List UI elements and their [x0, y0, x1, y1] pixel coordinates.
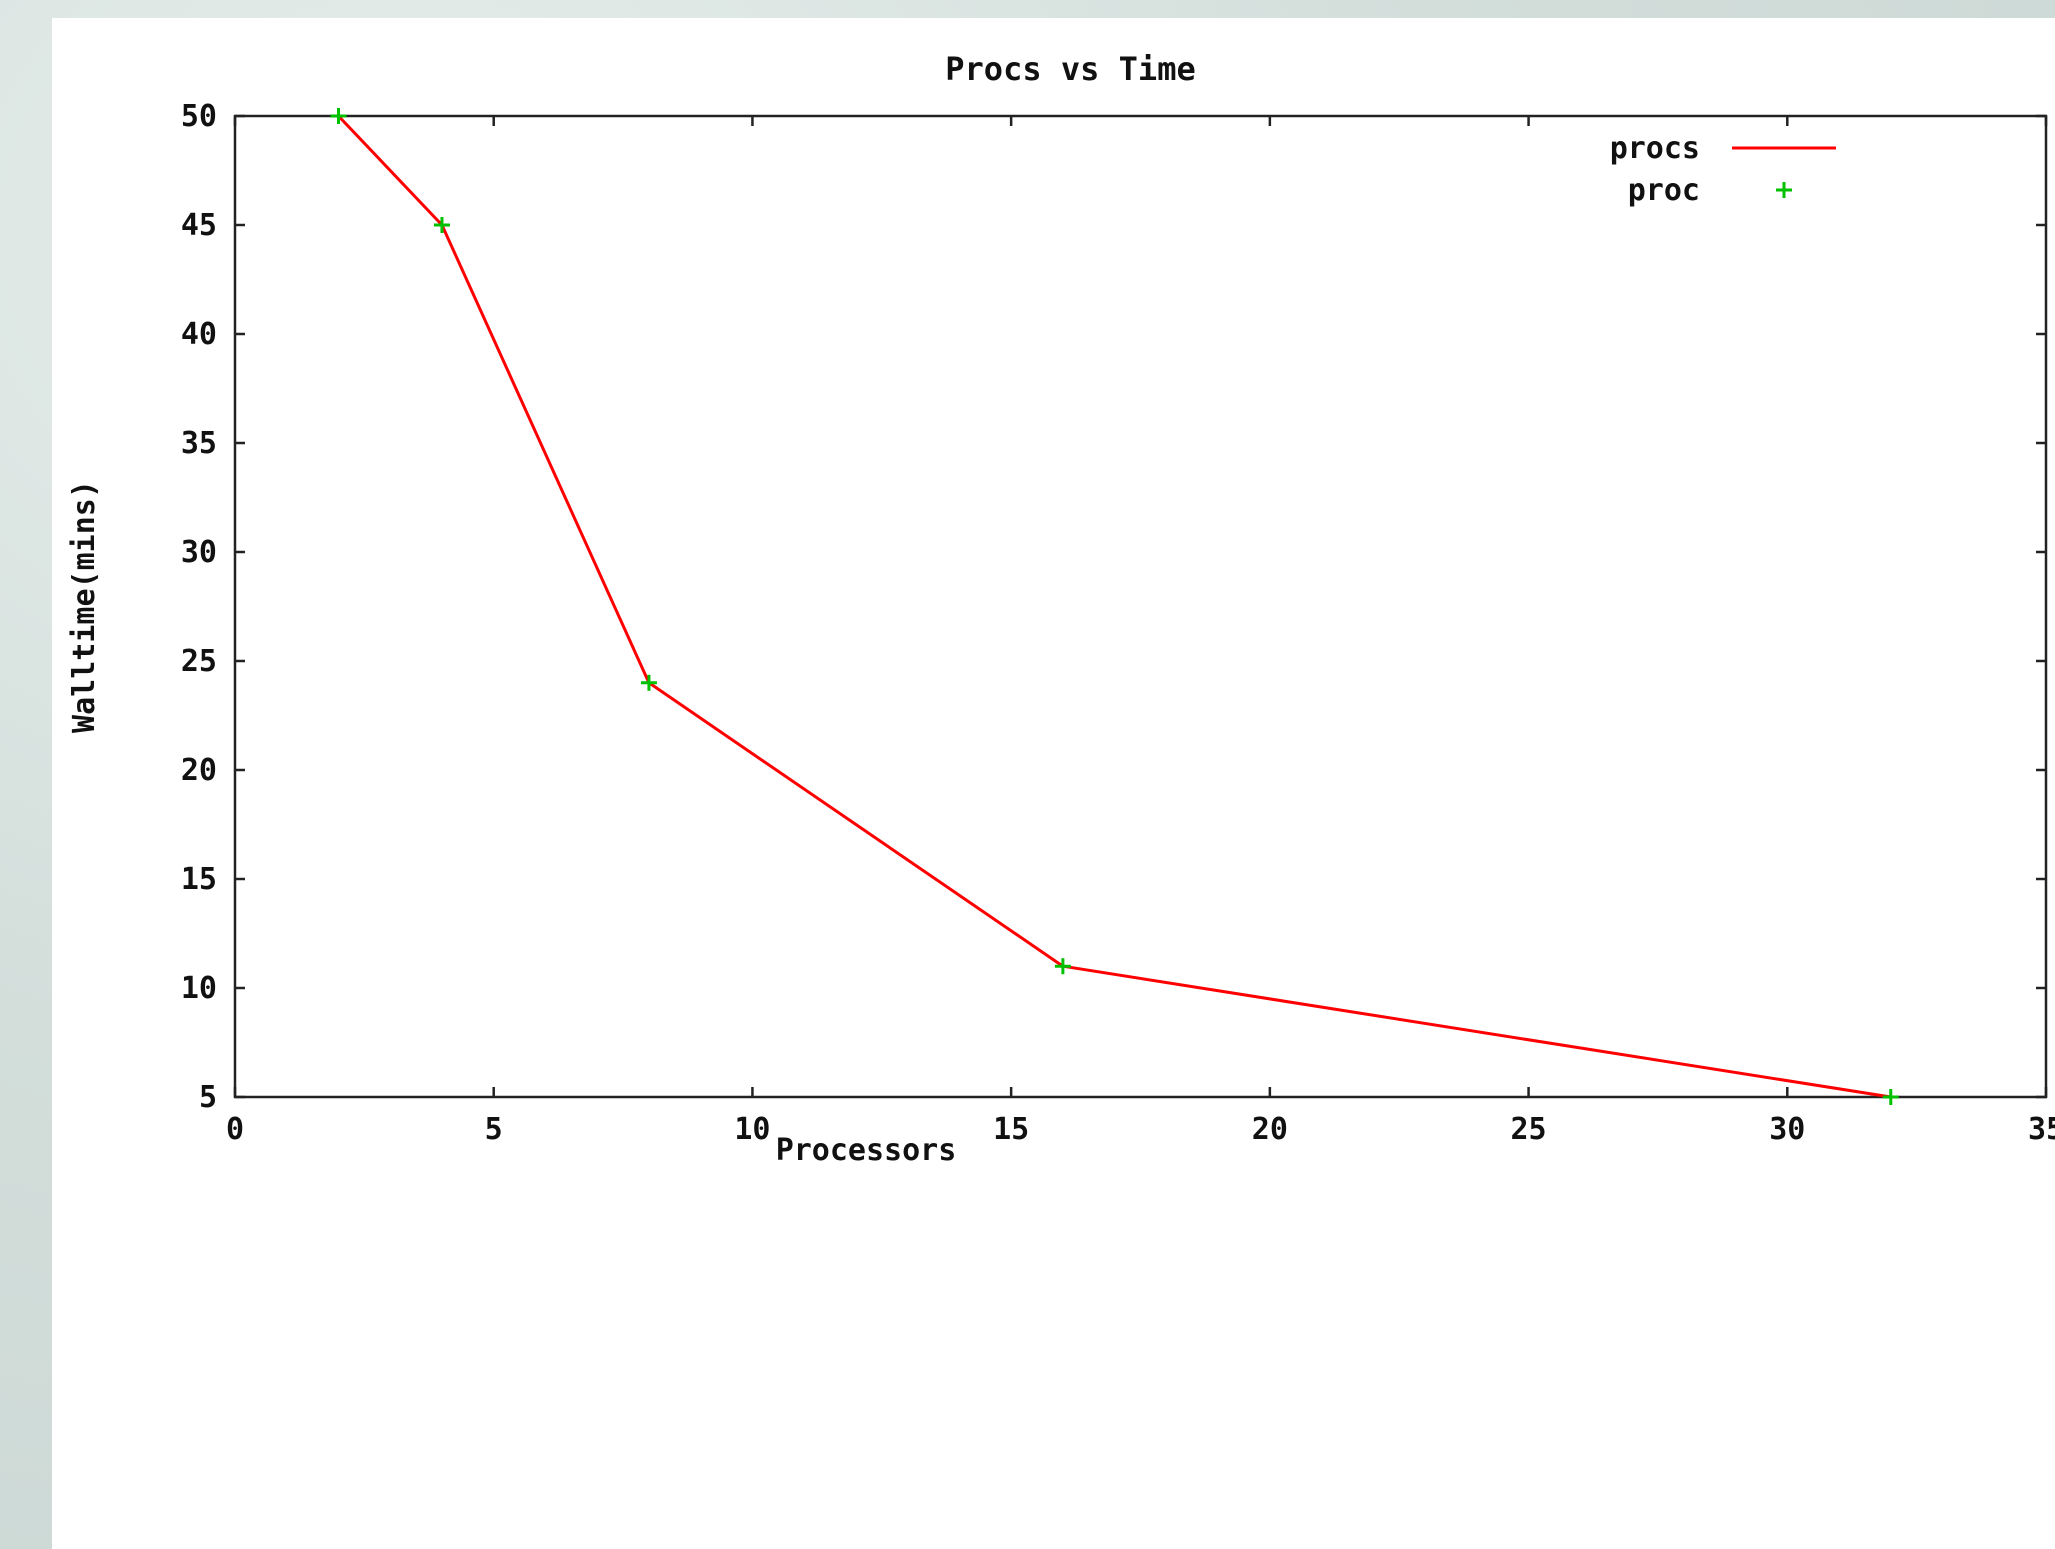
series-layer [330, 108, 1899, 1105]
data-point [640, 674, 657, 691]
x-axis-title: Processors [776, 1133, 957, 1168]
data-point [433, 217, 450, 233]
legend: procs proc [1610, 131, 1836, 208]
y-tick-label: 25 [181, 644, 217, 679]
data-point [330, 108, 347, 124]
x-tick-label: 5 [485, 1112, 503, 1147]
x-tick-label: 10 [734, 1112, 770, 1147]
plot-frame [233, 114, 2048, 1099]
data-point [1054, 958, 1071, 975]
series-line-procs [337, 114, 1892, 1099]
y-tick-label: 45 [181, 208, 217, 243]
y-tick-label: 5 [199, 1080, 217, 1115]
y-tick-label: 10 [181, 971, 217, 1006]
y-axis: 5 10 15 20 25 30 35 40 45 50 [181, 99, 2046, 1115]
data-point [1882, 1089, 1899, 1105]
y-axis-title: Walltime(mins) [67, 480, 102, 733]
x-tick-label: 25 [1511, 1112, 1547, 1147]
legend-swatch-proc [1776, 182, 1792, 198]
y-tick-label: 20 [181, 753, 217, 788]
y-tick-label: 40 [181, 317, 217, 352]
legend-label-proc: proc [1628, 173, 1700, 208]
x-axis: 0 5 10 15 20 25 30 35 [226, 116, 2055, 1147]
y-tick-label: 35 [181, 426, 217, 461]
x-tick-label: 15 [993, 1112, 1029, 1147]
y-tick-label: 50 [181, 99, 217, 134]
chart-title: Procs vs Time [945, 50, 1195, 88]
y-tick-label: 30 [181, 535, 217, 570]
x-tick-label: 35 [2028, 1112, 2055, 1147]
y-tick-label: 15 [181, 862, 217, 897]
x-tick-label: 30 [1769, 1112, 1805, 1147]
legend-label-procs: procs [1610, 131, 1700, 166]
x-tick-label: 20 [1252, 1112, 1288, 1147]
x-tick-label: 0 [226, 1112, 244, 1147]
